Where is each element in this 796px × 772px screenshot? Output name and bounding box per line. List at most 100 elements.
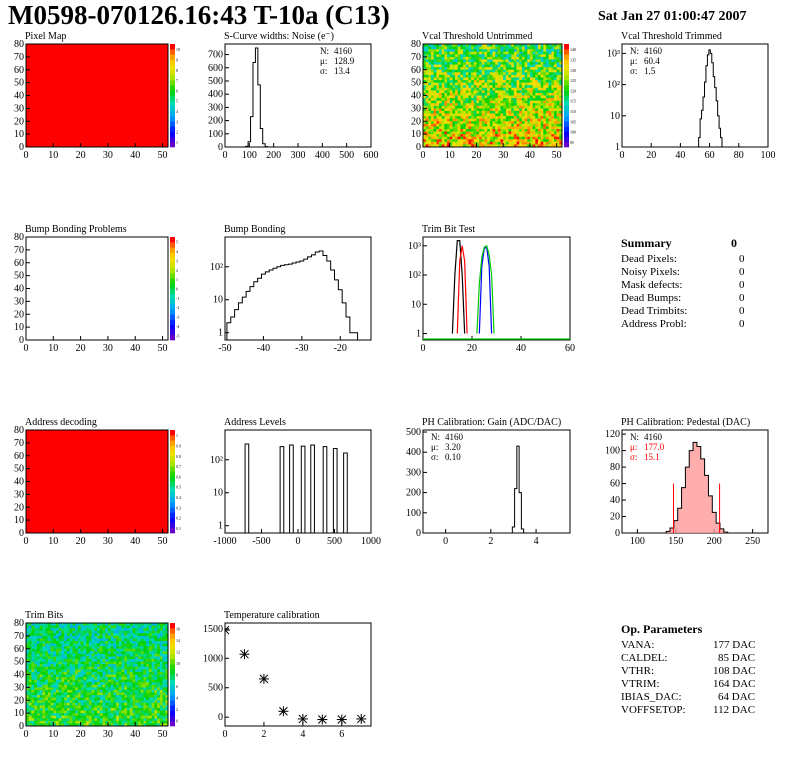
heatmap-cell [162, 623, 166, 626]
heatmap-cell [556, 113, 560, 117]
heatmap-cell [495, 92, 499, 96]
heatmap-cell [31, 651, 35, 655]
x-tick-label: 60 [565, 343, 575, 354]
heatmap-cell [468, 144, 472, 148]
heatmap-cell [500, 54, 504, 58]
heatmap-cell [99, 651, 103, 655]
heatmap-cell [548, 110, 552, 114]
heatmap-cell [553, 54, 558, 58]
heatmap-cell [26, 625, 30, 629]
heatmap-cell [56, 635, 60, 639]
heatmap-cell [36, 643, 41, 647]
heatmap-cell [72, 661, 76, 665]
heatmap-cell [72, 646, 76, 650]
heatmap-cell [77, 628, 82, 632]
heatmap-cell [102, 625, 106, 629]
heatmap-cell [94, 713, 98, 717]
heatmap-cell [34, 687, 38, 691]
heatmap-cell [431, 59, 435, 63]
heatmap-cell [64, 666, 68, 670]
heatmap-cell [489, 136, 493, 140]
heatmap-cell [69, 623, 73, 626]
heatmap-cell [34, 713, 38, 717]
heatmap-cell [88, 623, 92, 626]
heatmap-cell [508, 139, 512, 143]
heatmap-cell [428, 62, 432, 66]
heatmap-cell [487, 100, 491, 104]
heatmap-cell [83, 695, 87, 699]
heatmap-cell [36, 671, 41, 675]
heatmap-cell [121, 713, 125, 717]
heatmap-cell [495, 98, 499, 102]
heatmap-cell [124, 651, 128, 655]
heatmap-cell [457, 128, 461, 132]
heatmap-cell [431, 56, 435, 60]
heatmap-cell [72, 628, 76, 632]
heatmap-cell [548, 77, 552, 81]
heatmap-cell [113, 677, 117, 681]
heatmap-cell [146, 713, 150, 717]
heatmap-cell [148, 702, 153, 706]
heatmap-cell [50, 628, 54, 632]
stat-value: 4160 [644, 432, 663, 442]
heatmap-cell [441, 108, 445, 112]
heatmap-cell [444, 62, 448, 66]
heatmap-cell [165, 697, 169, 701]
heatmap-cell [441, 59, 445, 63]
heatmap-cell [492, 116, 496, 120]
heatmap-cell [479, 113, 483, 117]
heatmap-cell [127, 705, 131, 709]
heatmap-cell [527, 105, 531, 109]
heatmap-cell [463, 139, 467, 143]
heatmap-cell [26, 635, 30, 639]
y-tick-label: 20 [610, 512, 620, 523]
heatmap-cell [529, 123, 533, 127]
heatmap-cell [28, 630, 32, 634]
chart-title: Pixel Map [25, 31, 66, 42]
heatmap-cell [26, 702, 30, 706]
heatmap-cell [28, 651, 32, 655]
palette-tick-label: 3 [176, 258, 178, 263]
heatmap-cell [487, 98, 491, 102]
heatmap-cell [468, 105, 472, 109]
heatmap-cell [94, 687, 98, 691]
heatmap-cell [36, 700, 41, 704]
heatmap-cell [94, 720, 98, 724]
heatmap-cell [28, 633, 32, 637]
heatmap-cell [137, 677, 142, 681]
heatmap-cell [140, 702, 144, 706]
heatmap-cell [26, 648, 30, 652]
heatmap-cell [476, 59, 480, 63]
heatmap-cell [455, 90, 459, 94]
heatmap-cell [75, 723, 79, 727]
heatmap-cell [148, 692, 153, 696]
heatmap-cell [137, 700, 142, 704]
y-tick-label: 50 [14, 464, 24, 475]
heatmap-cell [535, 100, 539, 104]
heatmap-cell [460, 51, 464, 55]
heatmap-cell [447, 131, 451, 135]
palette-tick-label: 135 [570, 57, 576, 62]
heatmap-cell [34, 682, 38, 686]
heatmap-cell [559, 82, 563, 86]
heatmap-cell [551, 141, 555, 145]
heatmap-cell [527, 136, 531, 140]
heatmap-cell [441, 54, 445, 58]
heatmap-cell [540, 46, 544, 50]
heatmap-cell [157, 659, 161, 663]
heatmap-cell [556, 98, 560, 102]
heatmap-cell [34, 653, 38, 657]
heatmap-cell [447, 121, 451, 125]
heatmap-cell [492, 123, 496, 127]
heatmap-cell [543, 80, 547, 84]
heatmap-cell [487, 121, 491, 125]
heatmap-cell [36, 718, 41, 722]
heatmap-cell [124, 641, 128, 644]
heatmap-cell [537, 113, 542, 117]
heatmap-cell [154, 702, 158, 706]
heatmap-cell [503, 92, 507, 96]
heatmap-cell [124, 646, 128, 650]
heatmap-cell [72, 669, 76, 673]
heatmap-cell [559, 123, 563, 127]
heatmap-cell [479, 56, 483, 60]
